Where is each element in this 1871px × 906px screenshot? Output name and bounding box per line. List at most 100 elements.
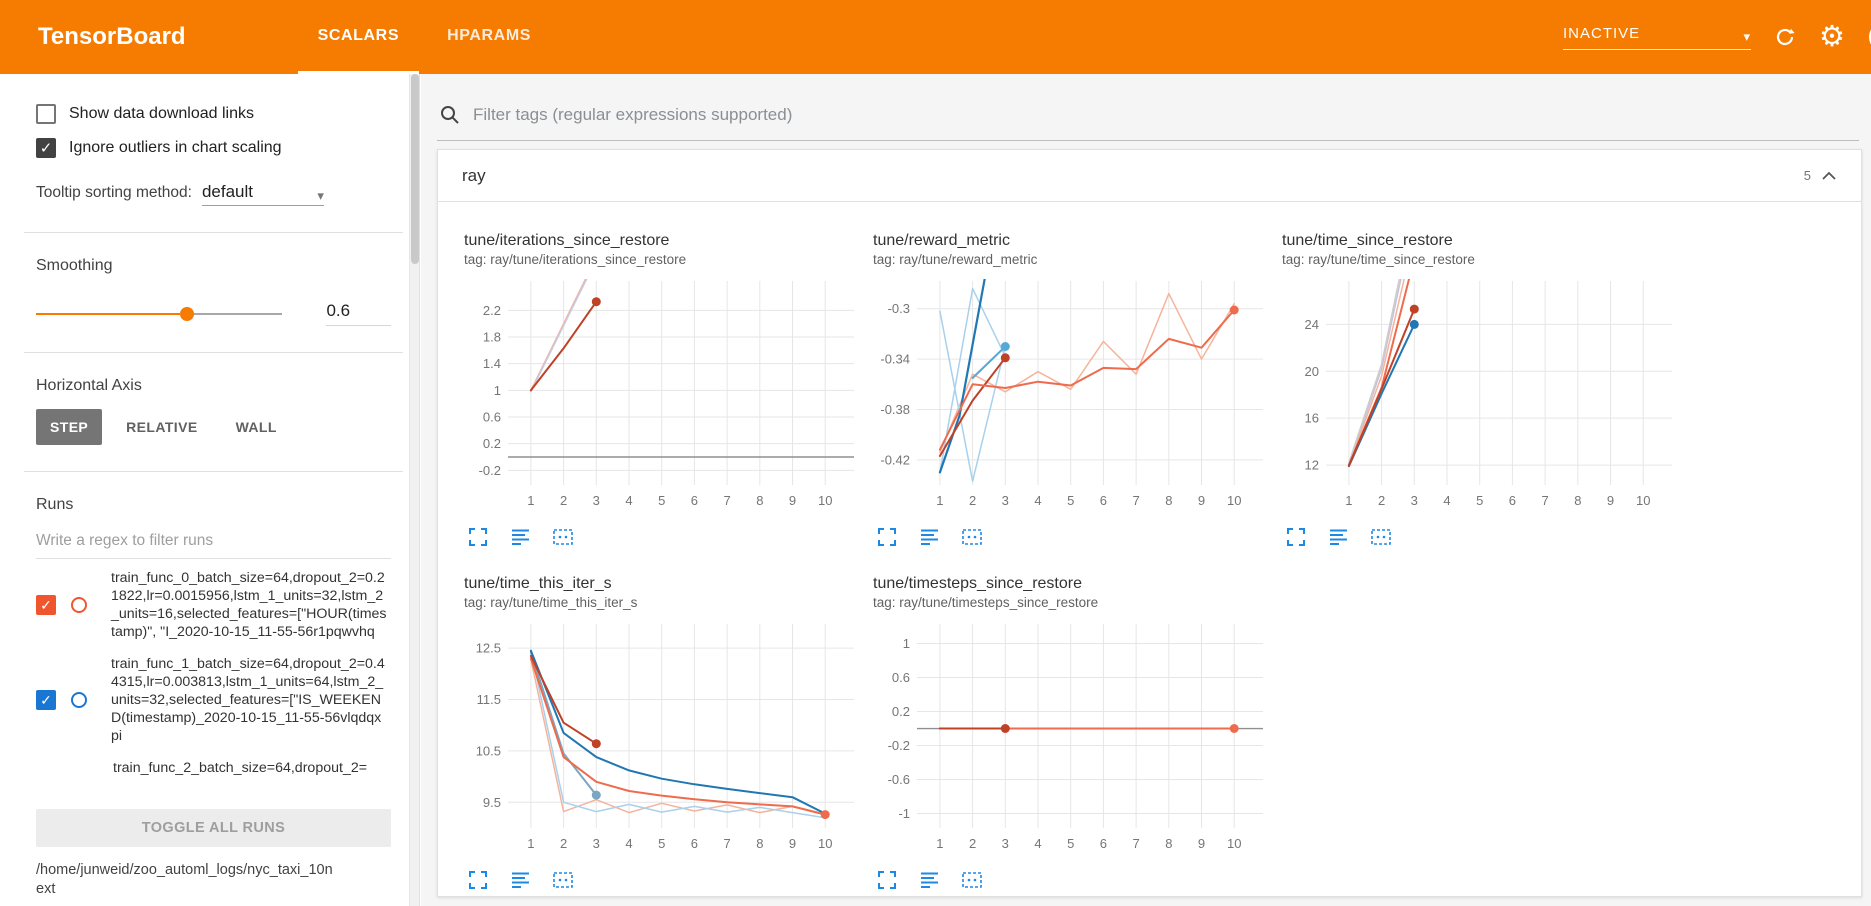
tab-scalars[interactable]: SCALARS	[297, 0, 420, 74]
run-color-circle[interactable]	[71, 597, 87, 613]
run-checkbox[interactable]: ✓	[36, 690, 56, 710]
tag-filter-input[interactable]	[473, 105, 1857, 125]
svg-text:2: 2	[560, 836, 567, 851]
app-header: TensorBoard SCALARS HPARAMS INACTIVE ▾ ⚙…	[0, 0, 1871, 74]
smoothing-row: 0.6	[36, 301, 391, 326]
show-download-links-checkbox[interactable]	[36, 104, 56, 124]
haxis-relative-button[interactable]: RELATIVE	[112, 409, 211, 445]
haxis-step-button[interactable]: STEP	[36, 409, 103, 445]
runs-filter-input[interactable]	[36, 528, 391, 559]
svg-text:-1: -1	[898, 806, 910, 821]
fit-domain-button[interactable]	[1368, 525, 1394, 549]
chevron-up-icon[interactable]	[1821, 171, 1837, 181]
expand-chart-button[interactable]	[875, 868, 899, 892]
show-download-links-label: Show data download links	[69, 105, 255, 122]
chart-title: tune/time_this_iter_s	[464, 575, 612, 592]
smoothing-value[interactable]: 0.6	[326, 301, 391, 326]
chart-card: tune/time_since_restore tag: ray/tune/tim…	[1276, 232, 1685, 549]
svg-text:9.5: 9.5	[483, 795, 501, 810]
run-selector-button[interactable]	[1326, 525, 1350, 549]
run-lines-icon	[512, 872, 529, 888]
smoothing-slider[interactable]	[36, 306, 283, 321]
svg-text:9: 9	[1198, 836, 1205, 851]
show-download-links-row[interactable]: Show data download links	[36, 104, 391, 124]
run-selector-button[interactable]	[917, 868, 941, 892]
run-selector-button[interactable]	[508, 868, 532, 892]
active-state-select[interactable]: INACTIVE ▾	[1563, 25, 1751, 50]
svg-text:-0.2: -0.2	[479, 463, 501, 478]
svg-text:3: 3	[593, 836, 600, 851]
runs-label: Runs	[36, 496, 74, 513]
tab-bar: SCALARS HPARAMS	[294, 0, 555, 74]
settings-sidebar: Show data download links ✓ Ignore outlie…	[0, 74, 420, 906]
category-card-ray: ray 5 tune/iterations_since_restore tag: …	[437, 149, 1862, 897]
divider	[24, 352, 403, 353]
svg-text:8: 8	[1165, 836, 1172, 851]
svg-text:9: 9	[789, 493, 796, 508]
svg-text:-0.42: -0.42	[880, 452, 910, 467]
chart-tag: tag: ray/tune/reward_metric	[873, 252, 1038, 267]
svg-text:8: 8	[1574, 493, 1581, 508]
svg-text:10.5: 10.5	[476, 743, 501, 758]
chart-card: tune/time_this_iter_s tag: ray/tune/time_…	[458, 575, 867, 892]
run-selector-button[interactable]	[917, 525, 941, 549]
fit-domain-icon	[962, 529, 982, 545]
chart-title: tune/reward_metric	[873, 232, 1010, 249]
chart-toolbar	[1284, 525, 1685, 549]
expand-chart-button[interactable]	[466, 525, 490, 549]
category-header[interactable]: ray 5	[438, 150, 1861, 202]
run-color-circle[interactable]	[71, 692, 87, 708]
active-state-value: INACTIVE	[1563, 24, 1641, 42]
tooltip-sorting-select[interactable]: default ▾	[201, 182, 324, 206]
expand-chart-button[interactable]	[1284, 525, 1308, 549]
svg-text:3: 3	[1002, 836, 1009, 851]
svg-text:6: 6	[1100, 493, 1107, 508]
settings-button[interactable]: ⚙	[1819, 22, 1845, 52]
fit-domain-button[interactable]	[550, 525, 576, 549]
svg-text:6: 6	[1100, 836, 1107, 851]
chart-plot[interactable]: 1 2 3 4 5 6 7 8 9 10 -0.2 0.2 0.6 1 1.4 1.8 2.2	[458, 271, 860, 519]
refresh-button[interactable]	[1773, 25, 1797, 49]
haxis-buttons: STEP RELATIVE WALL	[36, 409, 391, 445]
svg-text:-0.6: -0.6	[888, 772, 910, 787]
chart-plot[interactable]: 1 2 3 4 5 6 7 8 9 10 -1 -0.6 -0.2 0.2 0.6 1	[867, 614, 1269, 862]
svg-text:4: 4	[625, 836, 632, 851]
ignore-outliers-checkbox[interactable]: ✓	[36, 138, 56, 158]
chart-tag: tag: ray/tune/iterations_since_restore	[464, 252, 687, 267]
expand-icon	[878, 528, 896, 546]
tag-filter-bar	[437, 100, 1859, 141]
svg-text:7: 7	[1132, 493, 1139, 508]
fit-domain-button[interactable]	[550, 868, 576, 892]
svg-text:24: 24	[1305, 317, 1319, 332]
help-button[interactable]: ?	[1867, 20, 1871, 54]
run-selector-button[interactable]	[508, 525, 532, 549]
svg-text:3: 3	[593, 493, 600, 508]
chart-plot[interactable]: 1 2 3 4 5 6 7 8 9 10 9.5 10.5 11.5 12.5	[458, 614, 860, 862]
svg-text:5: 5	[1476, 493, 1483, 508]
chart-card: tune/iterations_since_restore tag: ray/tu…	[458, 232, 867, 549]
fit-domain-button[interactable]	[959, 868, 985, 892]
svg-text:10: 10	[818, 836, 832, 851]
svg-text:5: 5	[658, 836, 665, 851]
ignore-outliers-row[interactable]: ✓ Ignore outliers in chart scaling	[36, 138, 391, 158]
toggle-all-runs-button[interactable]: TOGGLE ALL RUNS	[36, 809, 391, 847]
fit-domain-button[interactable]	[959, 525, 985, 549]
tab-hparams[interactable]: HPARAMS	[427, 0, 551, 74]
header-actions: INACTIVE ▾ ⚙ ?	[1563, 0, 1871, 74]
haxis-wall-button[interactable]: WALL	[222, 409, 291, 445]
expand-chart-button[interactable]	[875, 525, 899, 549]
run-name: train_func_2_batch_size=64,dropout_2=	[113, 760, 367, 776]
divider	[24, 471, 403, 472]
expand-chart-button[interactable]	[466, 868, 490, 892]
svg-text:1: 1	[1345, 493, 1352, 508]
sidebar-scrollbar[interactable]	[409, 74, 419, 906]
run-checkbox[interactable]: ✓	[36, 595, 56, 615]
svg-text:0.2: 0.2	[892, 704, 910, 719]
chart-plot[interactable]: 1 2 3 4 5 6 7 8 9 10 -0.42 -0.38 -0.34 -0.3	[867, 271, 1269, 519]
scrollbar-thumb[interactable]	[411, 74, 419, 264]
svg-text:11.5: 11.5	[477, 692, 501, 707]
run-lines-icon	[512, 529, 529, 545]
slider-thumb[interactable]	[180, 306, 195, 321]
svg-text:2: 2	[560, 493, 567, 508]
